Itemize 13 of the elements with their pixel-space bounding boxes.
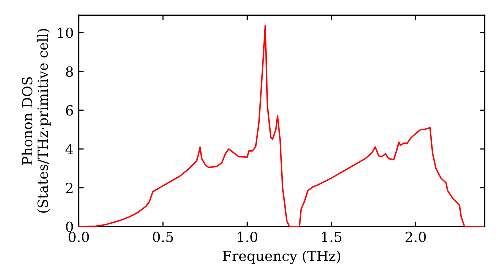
y-tick-label: 10 (58, 28, 74, 38)
y-tick-label: 4 (66, 144, 74, 154)
y-tick-label: 2 (66, 182, 73, 194)
x-tick-label: 1.5 (322, 232, 342, 242)
y-tick-label: 0 (66, 222, 74, 232)
x-tick-label: 1.0 (238, 232, 258, 242)
y-tick-label: 8 (66, 66, 74, 78)
x-tick-label: 0.0 (68, 232, 90, 242)
x-tick-label: 0.5 (153, 232, 174, 242)
x-tick-label: 2.0 (406, 232, 426, 242)
y-tick-label: 6 (66, 105, 74, 116)
y-axis-title: Phonon DOS (States/THz·primitive cell) (22, 29, 51, 213)
x-axis-title: Frequency (THz) (223, 250, 340, 264)
